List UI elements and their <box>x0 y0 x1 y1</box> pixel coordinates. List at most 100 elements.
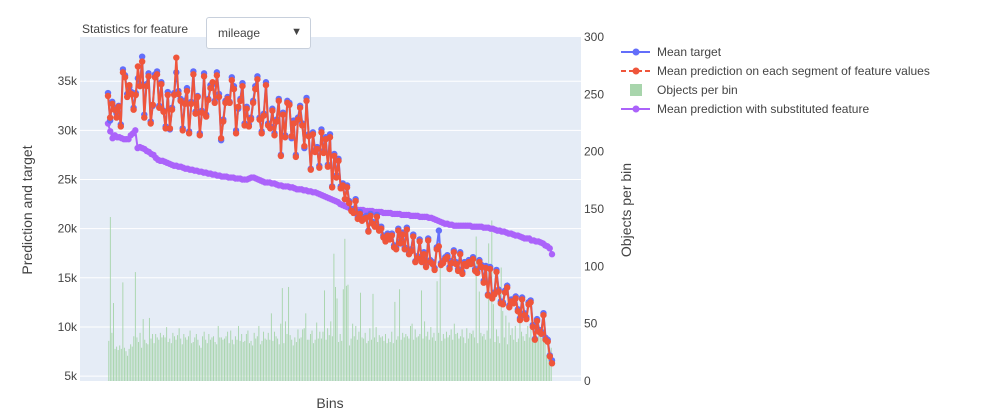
bar-objects-per-bin <box>125 351 127 381</box>
bar-objects-per-bin <box>416 337 418 381</box>
chevron-down-icon: ▼ <box>291 26 302 38</box>
bar-objects-per-bin <box>164 337 166 381</box>
legend-item[interactable]: Mean prediction on each segment of featu… <box>621 64 930 78</box>
bar-objects-per-bin <box>344 238 346 381</box>
bar-objects-per-bin <box>536 342 538 381</box>
y-tick-label: 25k <box>58 173 78 187</box>
bar-objects-per-bin <box>317 338 319 381</box>
point-mean-prediction <box>132 91 139 99</box>
bar-objects-per-bin <box>208 333 210 381</box>
point-mean-prediction <box>286 101 293 109</box>
bar-objects-per-bin <box>183 333 185 381</box>
bar-objects-per-bin <box>277 338 279 381</box>
point-mean-prediction-substituted <box>548 251 556 258</box>
point-mean-prediction <box>164 91 171 99</box>
point-mean-prediction <box>260 112 268 119</box>
bar-objects-per-bin <box>461 329 463 381</box>
bar-objects-per-bin <box>328 335 330 381</box>
bar-objects-per-bin <box>156 337 158 381</box>
bar-objects-per-bin <box>535 336 537 381</box>
bar-objects-per-bin <box>138 342 139 381</box>
point-mean-prediction <box>181 100 189 108</box>
bar-objects-per-bin <box>139 332 141 381</box>
bar-objects-per-bin <box>361 337 363 381</box>
legend-label: Mean prediction with substituted feature <box>657 102 869 116</box>
bar-objects-per-bin <box>472 330 474 381</box>
point-mean-prediction <box>213 72 221 79</box>
bar-objects-per-bin <box>381 336 383 381</box>
bar-objects-per-bin <box>305 313 307 381</box>
point-mean-prediction <box>313 145 321 153</box>
feature-dropdown[interactable]: mileage ▼ <box>206 17 311 49</box>
bar-objects-per-bin <box>403 337 405 381</box>
point-mean-prediction <box>168 106 176 113</box>
point-mean-prediction <box>235 103 242 110</box>
point-mean-prediction <box>153 71 161 78</box>
bar-objects-per-bin <box>331 336 333 381</box>
point-mean-prediction <box>117 123 125 130</box>
bar-objects-per-bin <box>259 344 261 381</box>
bar-objects-per-bin <box>300 337 302 381</box>
bar-objects-per-bin <box>284 321 286 381</box>
point-mean-prediction <box>341 195 349 203</box>
bar-objects-per-bin <box>320 338 322 381</box>
bar-objects-per-bin <box>252 345 254 381</box>
point-mean-prediction <box>410 233 417 240</box>
legend-item[interactable]: Mean target <box>621 45 722 59</box>
bar-objects-per-bin <box>469 332 471 381</box>
bar-objects-per-bin <box>241 333 243 381</box>
bar-objects-per-bin <box>219 337 221 381</box>
bar-objects-per-bin <box>349 345 351 381</box>
point-mean-prediction <box>516 316 524 324</box>
point-mean-prediction <box>271 132 278 139</box>
bar-objects-per-bin <box>211 337 213 381</box>
bar-objects-per-bin <box>172 332 174 381</box>
axes: 5k 10k 15k 20k 25k 30k 35k 0 50 100 150 200 250 300 <box>58 30 605 388</box>
bar-objects-per-bin <box>471 333 472 381</box>
bar-objects-per-bin <box>442 333 444 381</box>
bar-objects-per-bin <box>253 332 255 381</box>
bar-objects-per-bin <box>424 321 426 381</box>
bar-objects-per-bin <box>516 342 518 381</box>
bar-objects-per-bin <box>119 345 121 381</box>
bar-objects-per-bin <box>152 333 154 381</box>
bar-objects-per-bin <box>436 281 438 381</box>
bar-objects-per-bin <box>355 325 357 381</box>
bar-objects-per-bin <box>510 335 512 381</box>
bar-objects-per-bin <box>186 339 188 381</box>
point-mean-prediction <box>529 323 536 331</box>
point-mean-prediction <box>188 100 195 108</box>
point-mean-prediction <box>320 149 327 157</box>
point-mean-prediction <box>230 85 238 93</box>
point-mean-prediction <box>401 246 408 253</box>
bar-objects-per-bin <box>286 333 288 381</box>
bar-objects-per-bin <box>166 327 168 381</box>
point-mean-prediction <box>429 260 436 268</box>
point-mean-prediction <box>141 114 148 121</box>
bar-objects-per-bin <box>113 303 114 381</box>
point-mean-prediction <box>104 92 112 100</box>
legend[interactable]: Mean target Mean prediction on each segme… <box>621 45 930 116</box>
legend-marker <box>632 67 640 75</box>
bar-objects-per-bin <box>400 339 402 381</box>
bar-objects-per-bin <box>533 332 535 381</box>
point-mean-prediction <box>399 231 406 238</box>
bar-objects-per-bin <box>356 339 358 381</box>
bar-objects-per-bin <box>203 331 205 381</box>
bar-objects-per-bin <box>419 333 421 381</box>
point-mean-prediction <box>457 251 464 258</box>
bars-objects-per-bin <box>108 217 552 381</box>
bar-objects-per-bin <box>506 344 508 381</box>
bar-objects-per-bin <box>525 333 527 381</box>
legend-item[interactable]: Mean prediction with substituted feature <box>621 102 869 116</box>
legend-item[interactable]: Objects per bin <box>630 83 738 97</box>
y2-tick-label: 250 <box>584 87 604 101</box>
bar-objects-per-bin <box>272 340 274 381</box>
point-mean-prediction <box>403 226 411 233</box>
bar-objects-per-bin <box>324 290 325 381</box>
bar-objects-per-bin <box>521 331 522 381</box>
bar-objects-per-bin <box>153 343 155 381</box>
legend-label: Mean prediction on each segment of featu… <box>657 64 930 78</box>
y2-tick-label: 300 <box>584 30 604 44</box>
point-mean-prediction <box>474 269 481 277</box>
